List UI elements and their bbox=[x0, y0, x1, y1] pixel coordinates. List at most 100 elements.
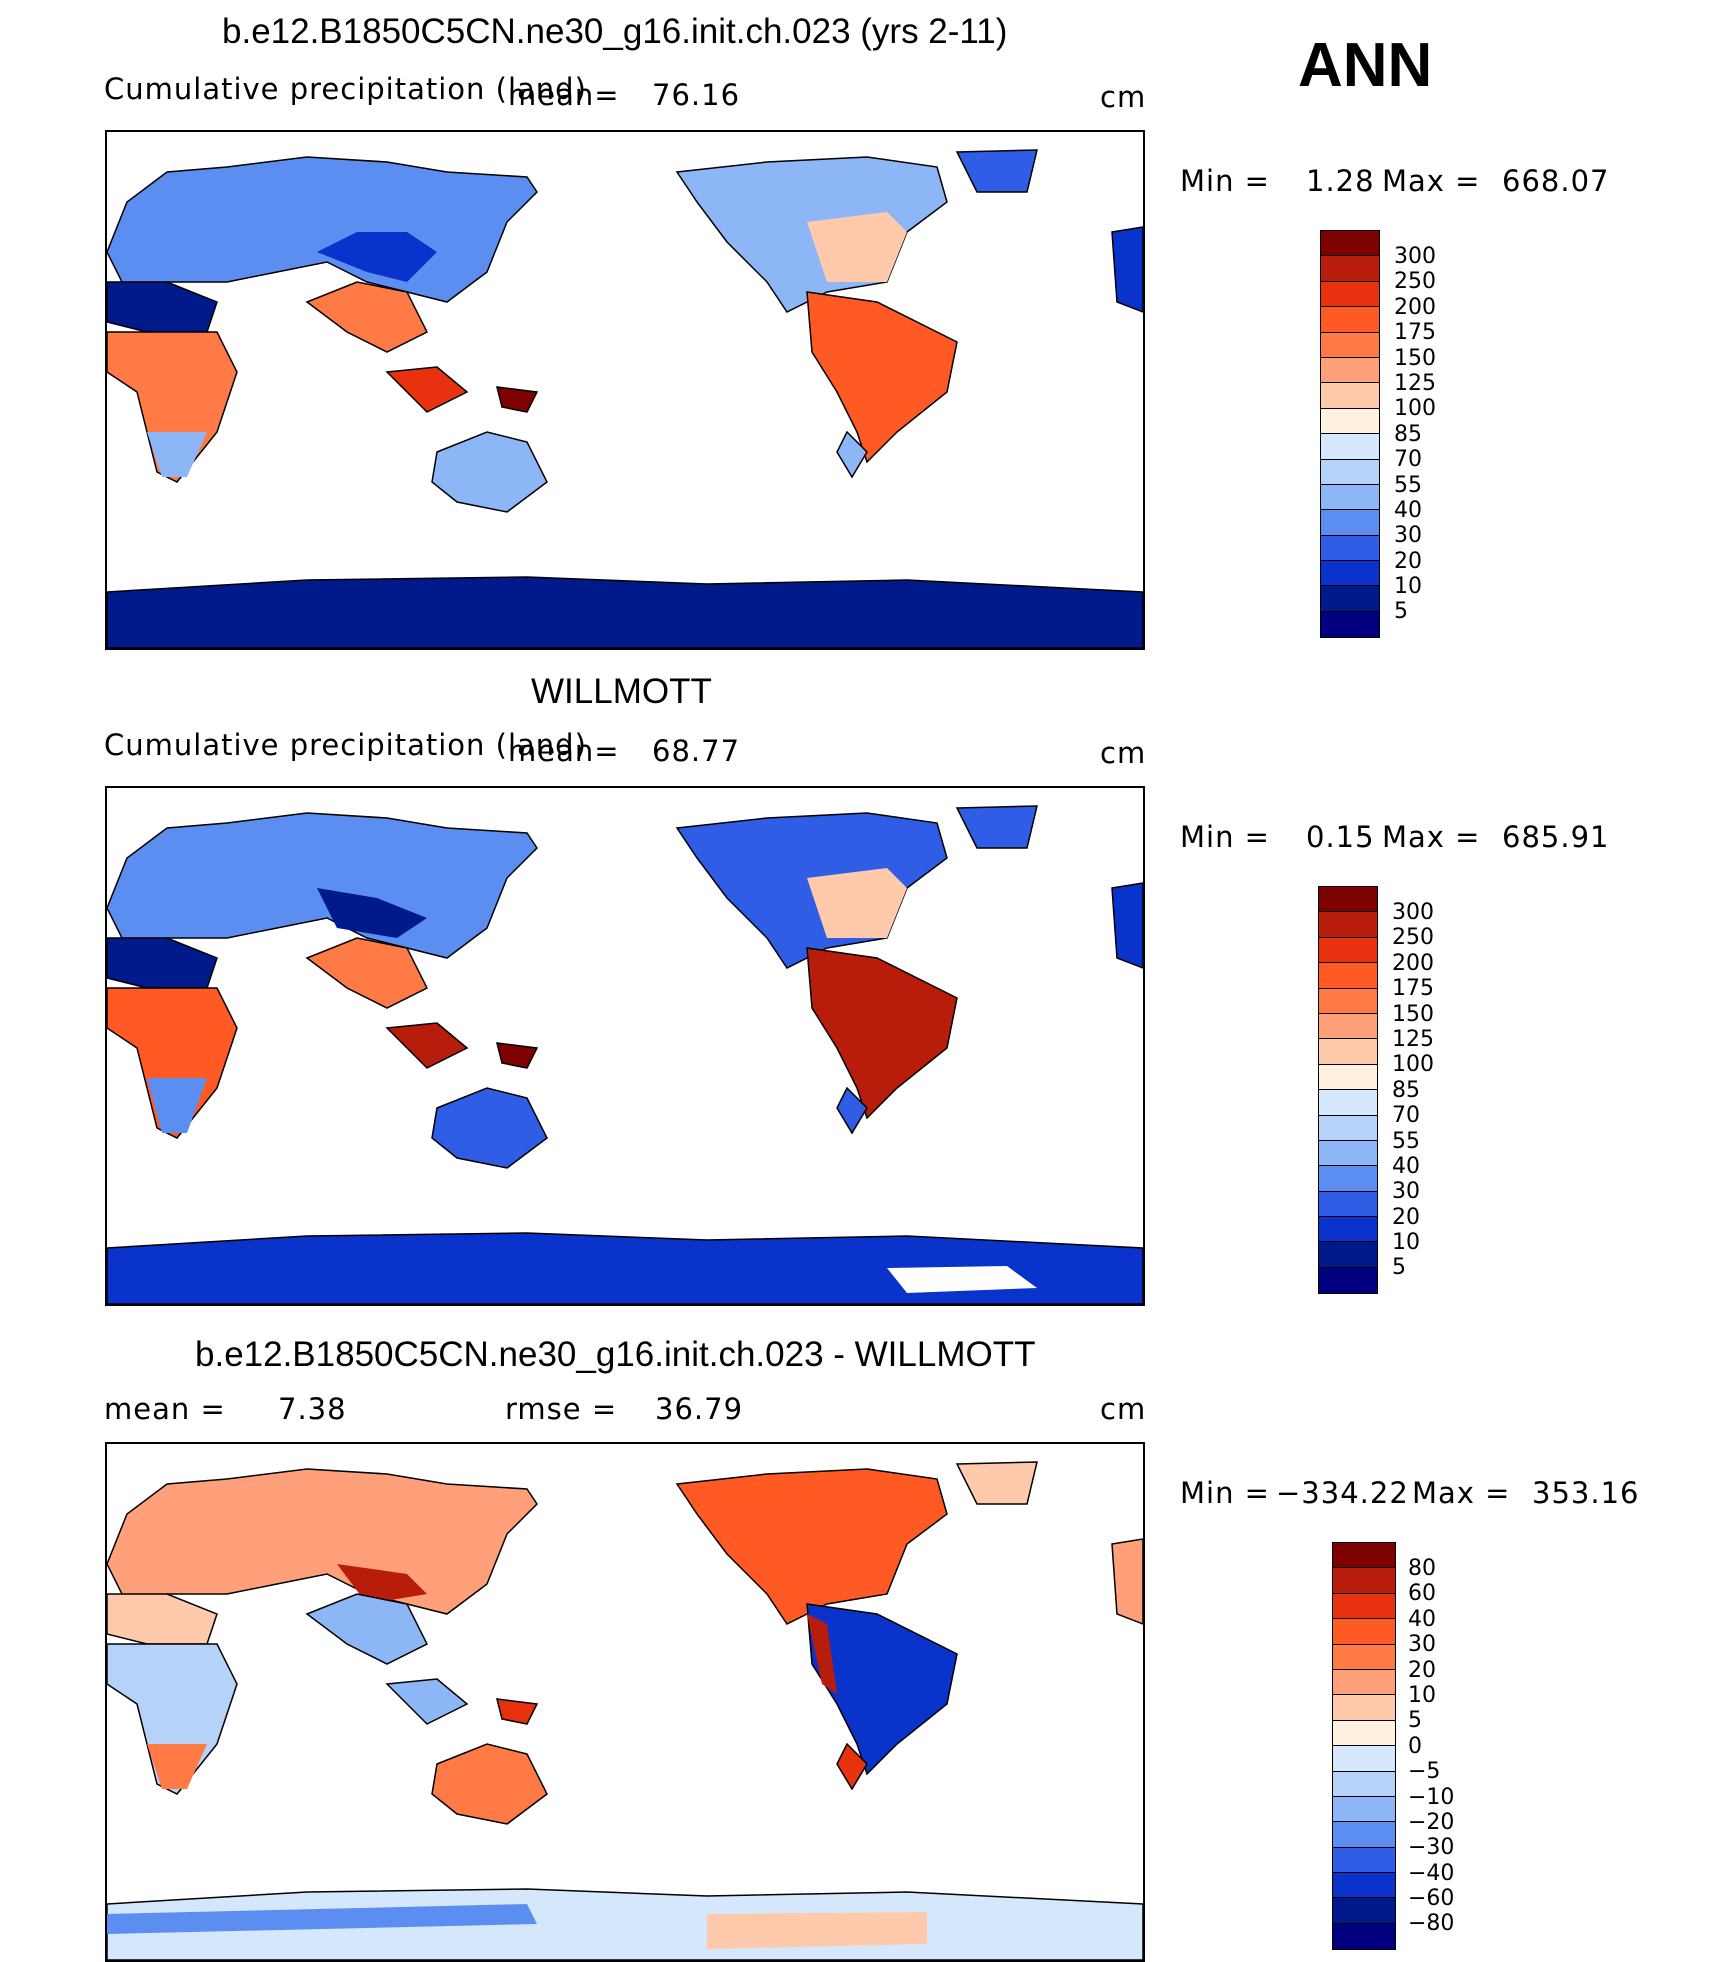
colorbar-swatch bbox=[1319, 1217, 1377, 1243]
colorbar-swatch bbox=[1321, 281, 1379, 308]
panel2-min-label: Min = bbox=[1180, 820, 1270, 854]
colorbar-swatch bbox=[1333, 1796, 1395, 1823]
colorbar-tick-label: −10 bbox=[1408, 1784, 1455, 1810]
colorbar-tick-label: 40 bbox=[1408, 1606, 1436, 1632]
colorbar-swatch bbox=[1319, 1267, 1377, 1294]
colorbar-tick-label: −40 bbox=[1408, 1860, 1455, 1886]
colorbar-swatch bbox=[1321, 586, 1379, 612]
panel3-colorbar-labels: 80 60 40 30 20 10 5 0 −5 −10 −20 −30 −40 −60 −80 bbox=[1408, 1556, 1454, 1937]
colorbar-tick-label: 125 bbox=[1392, 1026, 1434, 1052]
colorbar-tick-label: 70 bbox=[1394, 447, 1422, 473]
panel2-title: WILLMOTT bbox=[531, 672, 712, 711]
colorbar-swatch bbox=[1319, 1166, 1377, 1192]
panel2-max-label: Max = bbox=[1382, 820, 1481, 854]
colorbar-swatch bbox=[1321, 510, 1379, 536]
colorbar-swatch bbox=[1319, 1013, 1377, 1040]
panel1-map bbox=[105, 130, 1145, 650]
panel2-subtitle: Cumulative precipitation (land) bbox=[104, 728, 587, 762]
colorbar-tick-label: 0 bbox=[1408, 1733, 1422, 1759]
colorbar-swatch bbox=[1319, 1242, 1377, 1268]
colorbar-tick-label: 5 bbox=[1394, 599, 1408, 625]
colorbar-tick-label: −5 bbox=[1408, 1759, 1441, 1785]
panel2-mean-value: 68.77 bbox=[652, 734, 741, 768]
colorbar-swatch bbox=[1319, 1039, 1377, 1065]
colorbar-tick-label: 5 bbox=[1392, 1255, 1406, 1281]
colorbar-swatch bbox=[1319, 988, 1377, 1014]
colorbar-swatch bbox=[1321, 535, 1379, 562]
colorbar-swatch bbox=[1333, 1543, 1395, 1569]
colorbar-swatch bbox=[1319, 1115, 1377, 1141]
panel1-units: cm bbox=[1100, 80, 1147, 114]
colorbar-tick-label: 150 bbox=[1392, 1001, 1434, 1027]
colorbar-swatch bbox=[1333, 1923, 1395, 1950]
colorbar-tick-label: 10 bbox=[1408, 1682, 1436, 1708]
colorbar-swatch bbox=[1321, 561, 1379, 587]
panel3-mean-label: mean = bbox=[104, 1392, 226, 1426]
colorbar-tick-label: −30 bbox=[1408, 1835, 1455, 1861]
colorbar-tick-label: 40 bbox=[1392, 1153, 1420, 1179]
panel2-colorbar-labels: 300 250 200 175 150 125 100 85 70 55 40 30 20 10 5 bbox=[1392, 900, 1434, 1281]
panel1-colorbar-labels: 300 250 200 175 150 125 100 85 70 55 40 30 20 10 5 bbox=[1394, 244, 1436, 625]
colorbar-tick-label: 175 bbox=[1392, 976, 1434, 1002]
colorbar-tick-label: 20 bbox=[1392, 1204, 1420, 1230]
panel3-title: b.e12.B1850C5CN.ne30_g16.init.ch.023 - W… bbox=[195, 1335, 1036, 1374]
colorbar-tick-label: 80 bbox=[1408, 1556, 1436, 1581]
panel1-mean-value: 76.16 bbox=[652, 78, 741, 112]
colorbar-tick-label: 10 bbox=[1394, 574, 1422, 600]
colorbar-swatch bbox=[1321, 611, 1379, 638]
colorbar-swatch bbox=[1333, 1771, 1395, 1797]
panel1-min-label: Min = bbox=[1180, 164, 1270, 198]
colorbar-tick-label: 250 bbox=[1394, 269, 1436, 295]
colorbar-swatch bbox=[1319, 1064, 1377, 1091]
panel1-max-label: Max = bbox=[1382, 164, 1481, 198]
panel1-mean-label: mean= bbox=[508, 78, 620, 112]
colorbar-tick-label: 200 bbox=[1392, 950, 1434, 976]
panel3-colorbar bbox=[1332, 1542, 1396, 1950]
colorbar-swatch bbox=[1333, 1720, 1395, 1747]
colorbar-tick-label: 30 bbox=[1394, 523, 1422, 549]
colorbar-swatch bbox=[1319, 937, 1377, 964]
colorbar-swatch bbox=[1319, 1191, 1377, 1218]
colorbar-tick-label: 40 bbox=[1394, 497, 1422, 523]
colorbar-tick-label: 85 bbox=[1392, 1077, 1420, 1103]
colorbar-tick-label: 20 bbox=[1394, 548, 1422, 574]
colorbar-swatch bbox=[1333, 1568, 1395, 1594]
season-label: ANN bbox=[1298, 31, 1433, 100]
panel2-mean-label: mean= bbox=[508, 734, 620, 768]
colorbar-tick-label: 150 bbox=[1394, 345, 1436, 371]
colorbar-swatch bbox=[1319, 1090, 1377, 1116]
panel2-max-value: 685.91 bbox=[1502, 820, 1610, 854]
colorbar-tick-label: 125 bbox=[1394, 370, 1436, 396]
colorbar-tick-label: 100 bbox=[1392, 1052, 1434, 1078]
colorbar-tick-label: −20 bbox=[1408, 1809, 1455, 1835]
colorbar-tick-label: −80 bbox=[1408, 1911, 1455, 1937]
colorbar-tick-label: 30 bbox=[1392, 1179, 1420, 1205]
colorbar-swatch bbox=[1333, 1644, 1395, 1670]
colorbar-tick-label: 85 bbox=[1394, 421, 1422, 447]
panel3-rmse-label: rmse = bbox=[505, 1392, 618, 1426]
colorbar-swatch bbox=[1333, 1619, 1395, 1645]
panel3-units: cm bbox=[1100, 1392, 1147, 1426]
colorbar-swatch bbox=[1333, 1669, 1395, 1696]
colorbar-swatch bbox=[1321, 357, 1379, 384]
colorbar-swatch bbox=[1333, 1593, 1395, 1620]
colorbar-tick-label: 20 bbox=[1408, 1657, 1436, 1683]
panel1-max-value: 668.07 bbox=[1502, 164, 1610, 198]
panel3-min-value: −334.22 bbox=[1276, 1476, 1409, 1510]
panel2-units: cm bbox=[1100, 736, 1147, 770]
colorbar-tick-label: 300 bbox=[1392, 900, 1434, 925]
panel1-title: b.e12.B1850C5CN.ne30_g16.init.ch.023 (yr… bbox=[222, 12, 1008, 51]
colorbar-swatch bbox=[1319, 912, 1377, 938]
colorbar-swatch bbox=[1319, 1140, 1377, 1167]
colorbar-tick-label: 60 bbox=[1408, 1581, 1436, 1607]
colorbar-swatch bbox=[1333, 1847, 1395, 1874]
colorbar-tick-label: 55 bbox=[1394, 472, 1422, 498]
colorbar-swatch bbox=[1333, 1873, 1395, 1899]
colorbar-swatch bbox=[1333, 1695, 1395, 1721]
panel3-mean-value: 7.38 bbox=[278, 1392, 347, 1426]
panel1-subtitle: Cumulative precipitation (land) bbox=[104, 72, 587, 106]
colorbar-swatch bbox=[1319, 887, 1377, 913]
panel1-colorbar bbox=[1320, 230, 1380, 638]
colorbar-swatch bbox=[1321, 383, 1379, 409]
colorbar-swatch bbox=[1333, 1746, 1395, 1772]
